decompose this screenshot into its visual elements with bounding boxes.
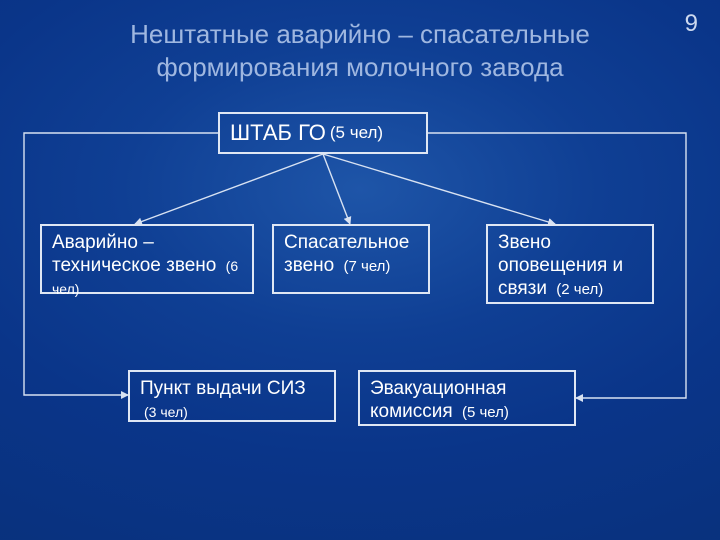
node-evac-count: (5 чел): [462, 404, 509, 421]
node-evac-label: Эвакуационная комиссия (5 чел): [370, 378, 564, 424]
connector: [323, 154, 555, 224]
node-hq-label: ШТАБ ГО: [230, 120, 326, 146]
node-siz: Пункт выдачи СИЗ (3 чел): [128, 370, 336, 422]
node-hq: ШТАБ ГО(5 чел): [218, 112, 428, 154]
node-tech: Аварийно – техническое звено (6 чел): [40, 224, 254, 294]
node-comm: Звено оповещения и связи (2 чел): [486, 224, 654, 304]
node-tech-label: Аварийно – техническое звено (6 чел): [52, 232, 242, 300]
node-comm-count: (2 чел): [556, 281, 603, 298]
node-rescue-count: (7 чел): [344, 258, 391, 275]
title-line1: Нештатные аварийно – спасательные: [130, 19, 590, 49]
node-tech-count: (6 чел): [52, 258, 238, 297]
node-siz-label: Пункт выдачи СИЗ (3 чел): [140, 378, 324, 424]
slide-title: Нештатные аварийно – спасательные формир…: [0, 18, 720, 83]
connector: [135, 154, 323, 224]
node-comm-label: Звено оповещения и связи (2 чел): [498, 232, 642, 300]
node-rescue-label: Спасательное звено (7 чел): [284, 232, 418, 278]
node-hq-count: (5 чел): [330, 123, 383, 143]
node-evac: Эвакуационная комиссия (5 чел): [358, 370, 576, 426]
connector: [323, 154, 350, 224]
node-siz-count: (3 чел): [144, 404, 188, 420]
node-rescue: Спасательное звено (7 чел): [272, 224, 430, 294]
page-number: 9: [685, 10, 698, 38]
title-line2: формирования молочного завода: [156, 52, 563, 82]
